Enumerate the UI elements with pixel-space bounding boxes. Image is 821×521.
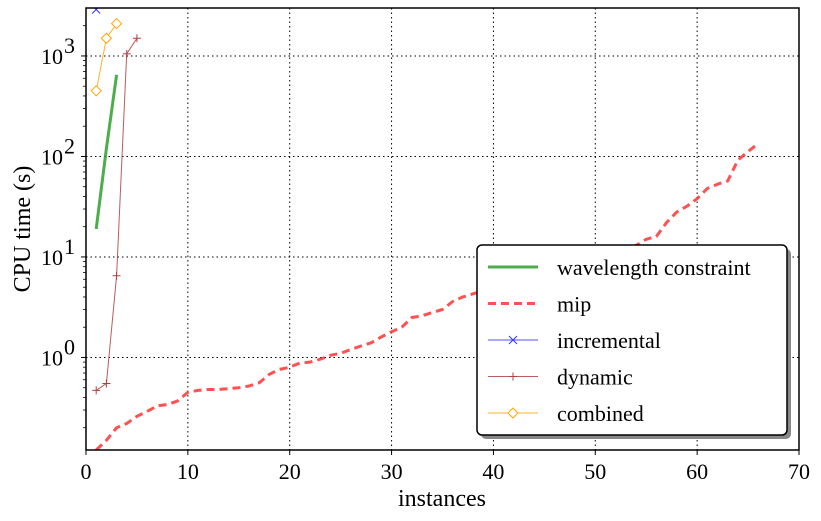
plot-frame [85, 7, 800, 451]
series-incremental [91, 8, 101, 14]
data-point [132, 34, 141, 43]
x-tick-label: 60 [686, 459, 708, 484]
y-tick-label: 10 [41, 144, 63, 169]
x-axis: 0 10 20 30 40 50 60 70 [81, 450, 810, 484]
data-point [102, 379, 111, 388]
data-point [508, 335, 518, 345]
data-point [90, 85, 102, 97]
y-tick-label: 10 [41, 44, 63, 69]
series-line [94, 74, 119, 230]
legend-label: incremental [557, 328, 661, 353]
x-tick-label: 0 [81, 459, 92, 484]
data-point [92, 386, 101, 395]
series-line [95, 142, 760, 450]
legend-label: dynamic [557, 365, 633, 390]
data-point [507, 407, 519, 419]
x-tick-label: 30 [381, 459, 403, 484]
data-point [112, 271, 121, 280]
legend-label: wavelength constraint [557, 255, 751, 280]
y-tick-label: 10 [41, 245, 63, 270]
y-axis-label: CPU time (s) [10, 166, 36, 293]
series-dynamic [92, 34, 141, 395]
x-tick-label: 70 [788, 459, 810, 484]
data-point [100, 32, 113, 44]
legend-label: mip [557, 292, 591, 317]
data-point [110, 17, 123, 30]
legend-label: combined [557, 401, 644, 426]
y-tick-exponent: 3 [64, 33, 75, 58]
data-point [509, 372, 517, 381]
data-point [91, 8, 101, 14]
y-tick-label: 10 [41, 345, 63, 370]
x-tick-label: 40 [482, 459, 504, 484]
legend: wavelength constraint mip incremental dynam… [476, 244, 791, 439]
x-tick-label: 20 [279, 459, 301, 484]
series-mip [95, 142, 760, 450]
series-combined [90, 17, 123, 97]
data-point [122, 49, 131, 58]
series-wavelength-constraint [94, 74, 119, 230]
x-tick-label: 50 [584, 459, 606, 484]
x-axis-label: instances [398, 486, 486, 512]
y-tick-exponent: 0 [64, 334, 75, 359]
series-layer [90, 8, 760, 450]
y-tick-exponent: 1 [64, 234, 75, 259]
y-tick-exponent: 2 [64, 133, 75, 158]
x-tick-label: 10 [177, 459, 199, 484]
legend-box [476, 244, 788, 436]
